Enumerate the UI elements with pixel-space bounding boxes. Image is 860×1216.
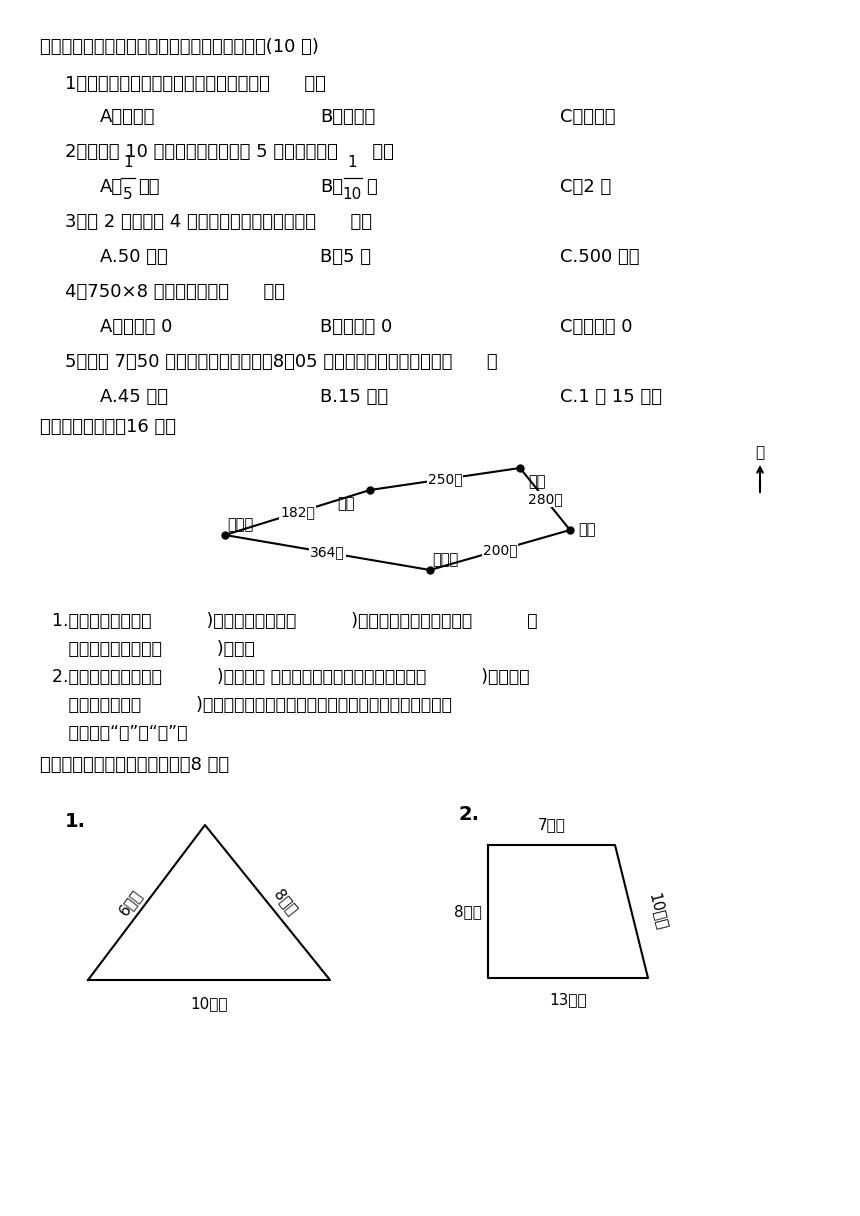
Text: B．: B． [320,178,343,196]
Text: 364米: 364米 [310,546,345,559]
Text: 10分米: 10分米 [646,891,669,931]
Text: 四、选一选。（将正确答案的序号填在括号里）(10 分): 四、选一选。（将正确答案的序号填在括号里）(10 分) [40,38,319,56]
Text: 6厘米: 6厘米 [116,886,145,918]
Text: 250米: 250米 [427,472,463,486]
Text: C．2 米: C．2 米 [560,178,611,196]
Text: 米: 米 [366,178,377,196]
Text: 1: 1 [123,154,132,170]
Text: 六、计算下列各图形的周长。（8 分）: 六、计算下列各图形的周长。（8 分） [40,756,229,775]
Text: 5: 5 [123,187,132,202]
Text: C．三位数: C．三位数 [560,108,616,126]
Text: 超市: 超市 [337,496,355,512]
Text: 1．最大的一位数除最大的三位数，商是（      ）。: 1．最大的一位数除最大的三位数，商是（ ）。 [65,75,326,92]
Text: 五、看图填空。（16 分）: 五、看图填空。（16 分） [40,418,176,437]
Text: 1.学校在电影院的（          )方向，在书店的（          )方向；小明家在书店的（          ）: 1.学校在电影院的（ )方向，在书店的（ )方向；小明家在书店的（ ） [52,612,538,630]
Text: 小明家: 小明家 [227,518,253,533]
Text: B．5 吟: B．5 吟 [320,248,371,266]
Text: 8厘米: 8厘米 [271,886,300,918]
Text: 方向，在电影院的（          )方向。: 方向，在电影院的（ )方向。 [52,640,255,658]
Text: A.45 分钟: A.45 分钟 [100,388,168,406]
Text: 2．把一根 10 米长的绳子平均剪成 5 段，每段长（      ）。: 2．把一根 10 米长的绳子平均剪成 5 段，每段长（ ）。 [65,143,394,161]
Text: 280米: 280米 [528,492,562,506]
Text: 1: 1 [347,154,357,170]
Text: 2.: 2. [458,805,479,824]
Text: 1.: 1. [65,812,86,831]
Text: 书店: 书店 [528,474,545,490]
Text: 3．把 2 吟莉卜分 4 次运往北京，平均每次运（      ）。: 3．把 2 吟莉卜分 4 次运往北京，平均每次运（ ）。 [65,213,372,231]
Text: A．: A． [100,178,123,196]
Text: 4．750×8 的乘积的末尾（      ）。: 4．750×8 的乘积的末尾（ ）。 [65,283,285,302]
Text: 13分米: 13分米 [550,992,587,1007]
Text: B．两位数: B．两位数 [320,108,375,126]
Text: ；米: ；米 [138,178,159,196]
Text: 电影院: 电影院 [432,552,458,568]
Text: A．一位数: A．一位数 [100,108,156,126]
Text: 200米: 200米 [482,544,518,557]
Text: 北: 北 [755,445,765,460]
Text: C.500 千克: C.500 千克 [560,248,640,266]
Text: C．有一个 0: C．有一个 0 [560,319,632,336]
Text: ）。（填“远”或“近”）: ）。（填“远”或“近”） [52,724,187,742]
Text: 电影院，再向（          )方向走到学校。小明从家到学校，走这一条路线比较（: 电影院，再向（ )方向走到学校。小明从家到学校，走这一条路线比较（ [52,696,452,714]
Text: 8分米: 8分米 [454,903,482,919]
Text: B.15 分钟: B.15 分钟 [320,388,388,406]
Text: 10: 10 [342,187,361,202]
Text: B．有两个 0: B．有两个 0 [320,319,392,336]
Text: 学校: 学校 [578,523,595,537]
Text: A.50 千克: A.50 千克 [100,248,168,266]
Text: 7分米: 7分米 [538,817,565,832]
Text: 182米: 182米 [280,506,315,519]
Text: 2.从小明家去学校有（          )条路线。 其中一条是小明从家出发，先向（          )方向走到: 2.从小明家去学校有（ )条路线。 其中一条是小明从家出发，先向（ )方向走到 [52,668,530,686]
Text: A．有三个 0: A．有三个 0 [100,319,172,336]
Text: C.1 时 15 分钟: C.1 时 15 分钟 [560,388,662,406]
Text: 5．乐乐 7：50 从家里出发去看电影，8：05 到电影院，他在路上走了（      ）: 5．乐乐 7：50 从家里出发去看电影，8：05 到电影院，他在路上走了（ ） [65,353,498,371]
Text: 10厘米: 10厘米 [190,996,228,1010]
